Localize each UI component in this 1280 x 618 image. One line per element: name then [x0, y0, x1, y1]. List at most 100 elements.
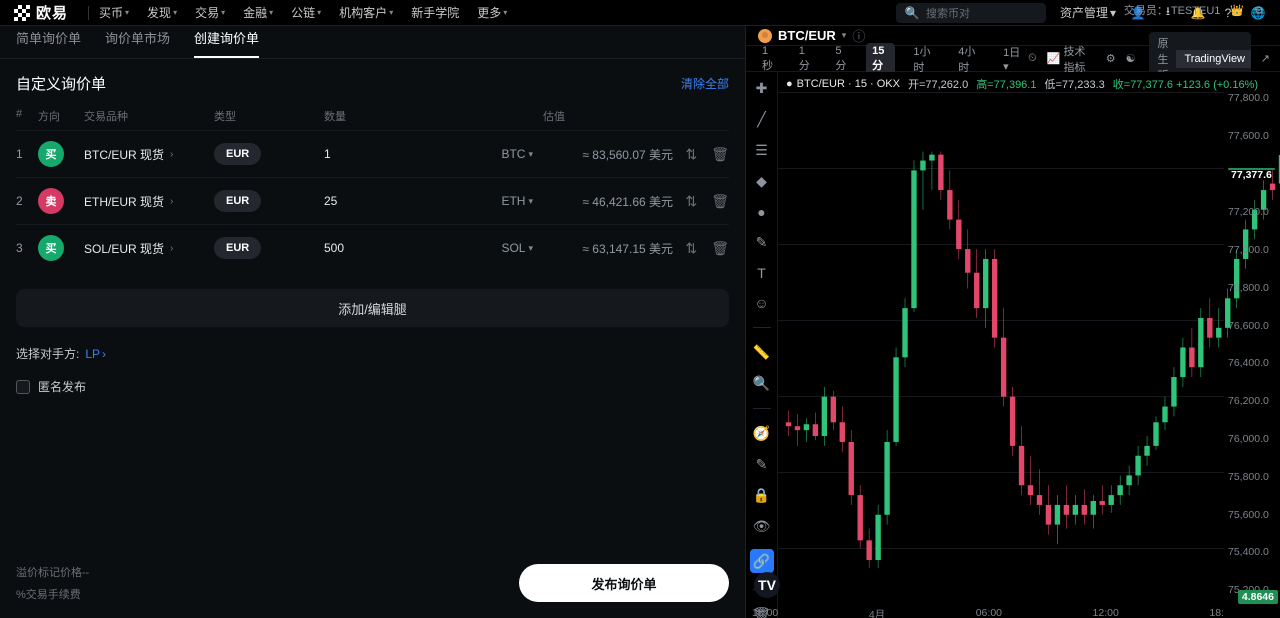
anonymous-publish-toggle[interactable]: 匿名发布: [0, 362, 745, 395]
pattern-icon[interactable]: ◆: [756, 173, 767, 190]
clear-all-button[interactable]: 清除全部: [681, 75, 729, 92]
quote-table-header: # 方向 交易品种 类型 数量 估值: [16, 102, 729, 130]
header-left-group: 欧易 买币 ▾ 发现 ▾ 交易 ▾ 金融 ▾ 公链 ▾ 机构客户 ▾ 新手学院 更多 ▾: [14, 0, 507, 25]
brush-icon[interactable]: ✎: [756, 234, 768, 251]
tf-1d[interactable]: 1日 ▾: [997, 42, 1028, 75]
chart-panel: BTC/EUR ▾ ⓘ 交易员： TESTEU1 👑 ⚙ 1秒 1分 5分 15…: [746, 26, 1280, 618]
quote-header: 自定义询价单 清除全部: [0, 59, 745, 102]
direction-badge-buy: 买: [38, 235, 64, 261]
tf-1s[interactable]: 1秒: [756, 43, 781, 75]
tab-create-quote[interactable]: 创建询价单: [194, 28, 259, 57]
nav-item-more[interactable]: 更多 ▾: [477, 4, 507, 21]
nav-item-discover[interactable]: 发现 ▾: [147, 4, 177, 21]
edit-lock-icon[interactable]: ✎: [756, 456, 768, 473]
main-content: 简单询价单 询价单市场 创建询价单 自定义询价单 清除全部 # 方向 交易品种 …: [0, 26, 1280, 618]
tradingview-logo-badge: TV: [754, 572, 780, 598]
chart-canvas[interactable]: ● BTC/EUR · 15 · OKX 开=77,262.0 高=77,396…: [778, 72, 1280, 618]
pair-label: BTC/EUR 现货 ›: [84, 146, 214, 163]
currency-pill[interactable]: EUR: [214, 237, 261, 259]
quote-tabs: 简单询价单 询价单市场 创建询价单: [0, 26, 745, 59]
ruler-icon[interactable]: 📏: [753, 344, 770, 361]
row-actions: ⇅ 🗑: [673, 193, 729, 210]
btc-coin-icon: [758, 29, 772, 43]
direction-badge-buy: 买: [38, 141, 64, 167]
table-row[interactable]: 3 买 SOL/EUR 现货 › EUR 500 SOL ▾ ≈ 63,147.15…: [16, 224, 729, 271]
pair-label: ETH/EUR 现货 ›: [84, 193, 214, 210]
table-row[interactable]: 2 卖 ETH/EUR 现货 › EUR 25 ETH ▾ ≈ 46,421.66 …: [16, 177, 729, 224]
price-axis: 77,800.0 77,600.0 77,377.6 77,200.0 77,0…: [1224, 92, 1280, 618]
fib-icon[interactable]: ☰: [755, 142, 768, 159]
row-actions: ⇅ 🗑: [673, 240, 729, 257]
amount-input[interactable]: 500 SOL ▾: [324, 241, 543, 255]
candles-icon[interactable]: ⏲: [1028, 52, 1037, 65]
valuation-label: ≈ 63,147.15 美元: [543, 240, 673, 257]
account-icon[interactable]: 👑: [1230, 4, 1244, 17]
counterparty-lp-link[interactable]: LP ›: [85, 347, 106, 361]
candlestick-svg: [784, 72, 1280, 618]
text-icon[interactable]: T: [757, 265, 766, 281]
tradingview-mode-toggle[interactable]: TradingView: [1176, 50, 1250, 68]
link-icon[interactable]: 🔗: [750, 549, 774, 573]
measure-points-icon[interactable]: ●: [757, 204, 765, 220]
table-row[interactable]: 1 买 BTC/EUR 现货 › EUR 1 BTC ▾ ≈ 83,560.07 美…: [16, 130, 729, 177]
nav-item-institutional[interactable]: 机构客户 ▾: [339, 4, 393, 21]
expand-icon[interactable]: ↗: [1261, 52, 1270, 65]
add-edit-leg-button[interactable]: 添加/编辑腿: [16, 289, 729, 327]
nav-item-trade[interactable]: 交易 ▾: [195, 4, 225, 21]
settings-gear-icon[interactable]: ⚙: [1106, 52, 1116, 65]
swap-icon[interactable]: ⇅: [685, 240, 697, 257]
delete-icon[interactable]: 🗑: [711, 240, 729, 257]
main-nav: 买币 ▾ 发现 ▾ 交易 ▾ 金融 ▾ 公链 ▾ 机构客户 ▾ 新手学院 更多 ▾: [99, 4, 507, 21]
counterparty-selector: 选择对手方: LP ›: [0, 327, 745, 362]
settings-icon[interactable]: ⚙: [1254, 4, 1264, 17]
magnet-icon[interactable]: 🧭: [753, 425, 770, 442]
tab-quote-market[interactable]: 询价单市场: [105, 28, 170, 57]
drawing-toolbar: ✚ ╱ ☰ ◆ ● ✎ T ☺ 📏 🔍 🧭 ✎ 🔒 👁 🔗 🗑: [746, 72, 778, 618]
tab-simple-quote[interactable]: 简单询价单: [16, 28, 81, 57]
quote-table: # 方向 交易品种 类型 数量 估值 1 买 BTC/EUR 现货 › EUR 1…: [0, 102, 745, 271]
search-icon: 🔍: [904, 5, 920, 21]
zoom-icon[interactable]: 🔍: [753, 375, 770, 392]
amount-input[interactable]: 1 BTC ▾: [324, 147, 543, 161]
search-input[interactable]: 🔍 搜索币对: [896, 3, 1046, 23]
chart-xaxis-labels: 18:00 4月 06:00 12:00 18:: [752, 607, 1224, 618]
asset-management-menu[interactable]: 资产管理 ▾: [1060, 4, 1116, 21]
emoji-icon[interactable]: ☺: [754, 295, 768, 311]
timeframe-toolbar: 1秒 1分 5分 15分 1小时 4小时 1日 ▾ ⏲ 📈 技术指标 ⚙ ☯ 原…: [746, 46, 1280, 72]
amount-input[interactable]: 25 ETH ▾: [324, 194, 543, 208]
ohlc-display: ● BTC/EUR · 15 · OKX 开=77,262.0 高=77,396…: [786, 76, 1258, 92]
chart-body: ✚ ╱ ☰ ◆ ● ✎ T ☺ 📏 🔍 🧭 ✎ 🔒 👁 🔗 🗑: [746, 72, 1280, 618]
tf-5m[interactable]: 5分: [829, 43, 854, 75]
lock-icon[interactable]: 🔒: [753, 487, 770, 504]
tf-15m[interactable]: 15分: [866, 43, 895, 75]
direction-badge-sell: 卖: [38, 188, 64, 214]
anonymous-checkbox[interactable]: [16, 380, 30, 394]
swap-icon[interactable]: ⇅: [685, 193, 697, 210]
row-actions: ⇅ 🗑: [673, 146, 729, 163]
delete-icon[interactable]: 🗑: [711, 193, 729, 210]
swap-icon[interactable]: ⇅: [685, 146, 697, 163]
fee-info: 溢价标记价格-- %交易手续费: [16, 564, 89, 602]
top-header: 欧易 买币 ▾ 发现 ▾ 交易 ▾ 金融 ▾ 公链 ▾ 机构客户 ▾ 新手学院 更多 ▾ 🔍 …: [0, 0, 1280, 26]
brand-logo[interactable]: 欧易: [14, 2, 68, 23]
delete-icon[interactable]: 🗑: [711, 146, 729, 163]
tf-1m[interactable]: 1分: [793, 43, 818, 75]
currency-pill[interactable]: EUR: [214, 190, 261, 212]
quote-section-title: 自定义询价单: [16, 73, 106, 94]
nav-item-academy[interactable]: 新手学院: [411, 4, 459, 21]
technical-indicators-button[interactable]: 📈 技术指标: [1047, 43, 1096, 75]
nav-item-finance[interactable]: 金融 ▾: [243, 4, 273, 21]
trendline-icon[interactable]: ╱: [757, 111, 765, 128]
pair-label: SOL/EUR 现货 ›: [84, 240, 214, 257]
logo-icon: [14, 5, 30, 21]
crosshair-icon[interactable]: ✚: [756, 80, 768, 97]
currency-pill[interactable]: EUR: [214, 143, 261, 165]
nav-item-buy[interactable]: 买币 ▾: [99, 4, 129, 21]
visibility-icon[interactable]: 👁: [753, 518, 771, 535]
indicators-icon: 📈: [1047, 52, 1061, 65]
valuation-label: ≈ 83,560.07 美元: [543, 146, 673, 163]
nav-item-chains[interactable]: 公链 ▾: [291, 4, 321, 21]
coin-mini-icon: ●: [786, 78, 793, 90]
publish-quote-button[interactable]: 发布询价单: [519, 564, 729, 602]
alert-icon[interactable]: ☯: [1126, 52, 1136, 65]
